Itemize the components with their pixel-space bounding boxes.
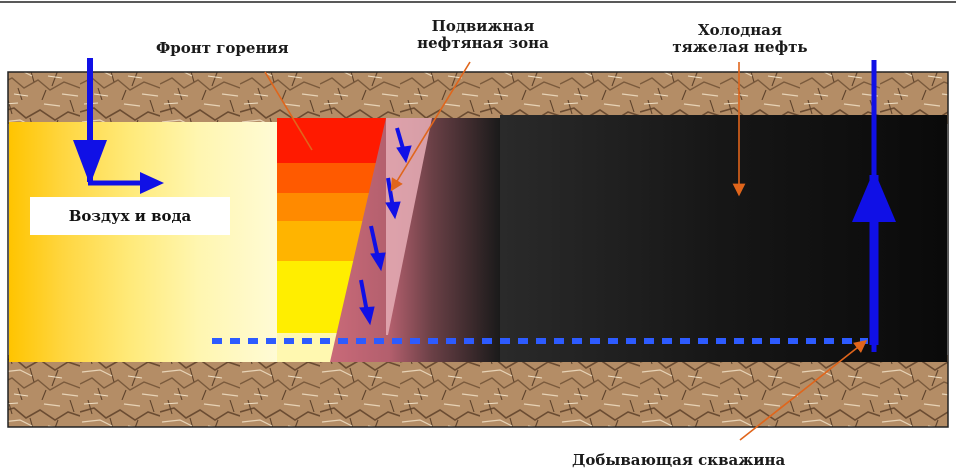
pointer-combustion-front — [264, 71, 313, 151]
pointer-production-well — [739, 340, 868, 441]
label-mobile-oil-zone-line1: Подвижная — [431, 17, 535, 35]
label-mobile-oil-zone-line2: нефтяная зона — [417, 34, 549, 52]
air-water-zone — [9, 122, 279, 362]
label-mobile-oil-zone: Подвижная нефтяная зона — [398, 18, 568, 52]
mobile-oil-zone — [330, 118, 500, 362]
label-cold-heavy-oil-line2: тяжелая нефть — [672, 38, 808, 56]
arrow-down-icon — [73, 140, 107, 185]
reservoir-frame — [7, 71, 949, 428]
label-combustion-front: Фронт горения — [156, 39, 289, 57]
label-production-well: Добывающая скважина — [572, 451, 786, 469]
label-air-water: Воздух и вода — [68, 207, 192, 225]
front-flow-arrows — [359, 127, 412, 326]
heavy-oil-zone — [500, 115, 947, 362]
arrow-right-icon — [140, 172, 164, 194]
arrow-up-icon — [852, 170, 896, 345]
lower-rock-layer — [8, 355, 948, 427]
pointer-mobile-oil-zone — [390, 61, 471, 192]
label-air-water-box: Воздух и вода — [30, 197, 230, 235]
mobile-oil-edge — [386, 118, 432, 335]
label-cold-heavy-oil-line1: Холодная — [697, 21, 782, 39]
label-cold-heavy-oil: Холодная тяжелая нефть — [655, 22, 825, 56]
